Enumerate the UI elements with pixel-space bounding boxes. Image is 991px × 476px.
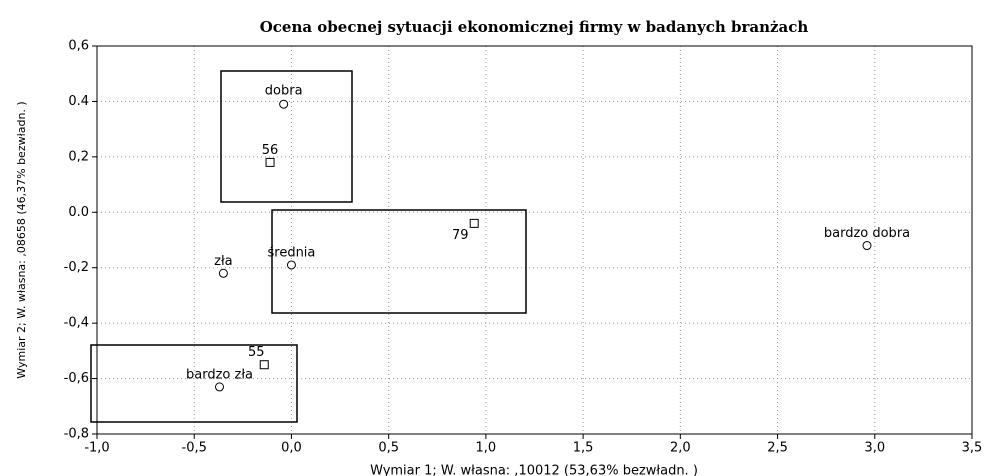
chart-title: Ocena obecnej sytuacji ekonomicznej firm…: [260, 18, 809, 36]
point: [279, 99, 289, 109]
group-box: [271, 209, 527, 314]
x-tick-label: -0,5: [182, 441, 207, 456]
y-tick-label: 0,2: [68, 149, 89, 164]
x-tick-label: 0,0: [281, 441, 302, 456]
point-label: bardzo dobra: [824, 226, 910, 241]
point-label: zła: [214, 254, 232, 269]
y-tick-label: 0.0: [68, 205, 89, 220]
y-tick-label: 0.4: [68, 94, 89, 109]
point: [469, 218, 479, 228]
point-label: 56: [262, 143, 279, 158]
point: [862, 241, 872, 251]
point: [286, 260, 296, 270]
x-tick-label: 2,0: [670, 441, 691, 456]
point: [218, 268, 228, 278]
y-tick-label: -0,4: [64, 316, 89, 331]
x-tick-label: -1,0: [84, 441, 109, 456]
point: [215, 382, 224, 392]
x-tick-label: 1,0: [476, 441, 497, 456]
x-tick-label: 3,5: [962, 441, 983, 456]
group-box: [220, 70, 353, 203]
x-tick-label: 2,5: [767, 441, 788, 456]
point-label: dobra: [265, 84, 303, 99]
point-label: 55: [248, 345, 265, 360]
point-label: bardzo zła: [186, 367, 253, 382]
point: [265, 157, 275, 167]
y-tick-label: -0,2: [64, 260, 89, 275]
x-tick-label: 3,0: [864, 441, 885, 456]
point-label: średnia: [267, 245, 315, 260]
point-label: 79: [452, 228, 469, 243]
x-tick-label: 0,5: [378, 441, 399, 456]
plot-frame: [96, 45, 973, 435]
point: [259, 360, 269, 370]
x-axis-title: Wymiar 1; W. własna: ,10012 (53,63% bezw…: [370, 464, 698, 476]
x-tick-label: 1,5: [573, 441, 594, 456]
y-tick-label: 0,6: [68, 39, 89, 54]
y-tick-label: -0,8: [64, 427, 89, 442]
y-axis-title: Wymiar 2; W. własna: ,08658 (46,37% bezw…: [15, 101, 28, 378]
y-tick-label: -0,6: [64, 371, 89, 386]
group-box: [90, 344, 298, 423]
